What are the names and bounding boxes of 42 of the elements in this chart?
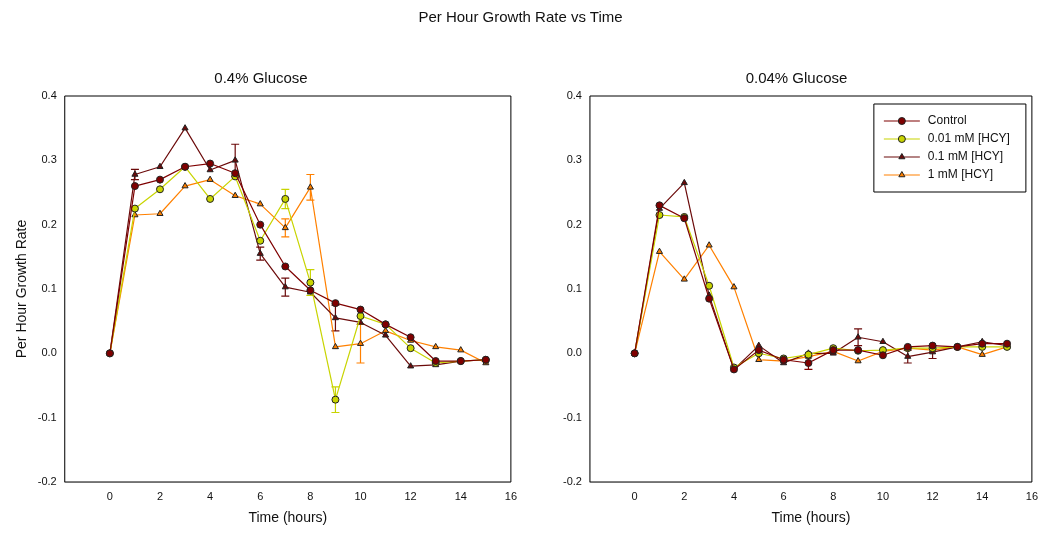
y-tick-label: 0.4 bbox=[566, 89, 582, 102]
x-tick-label: 8 bbox=[307, 489, 314, 502]
y-tick-label: -0.1 bbox=[562, 410, 582, 423]
y-tick-label: 0.2 bbox=[41, 217, 57, 230]
y-axis-title: Per Hour Growth Rate bbox=[13, 219, 30, 359]
text: Per Hour Growth Rate vs Time bbox=[417, 8, 624, 25]
legend-label: 0.1 mM [HCY] bbox=[927, 149, 1004, 164]
x-tick-label: 14 bbox=[454, 489, 467, 502]
legend-label: 0.01 mM [HCY] bbox=[927, 131, 1010, 146]
y-tick-label: 0.1 bbox=[41, 282, 57, 295]
chart-title: 0.04% Glucose bbox=[745, 69, 848, 87]
x-tick-label: 4 bbox=[207, 489, 214, 502]
y-tick-label: 0.3 bbox=[566, 153, 582, 166]
x-axis-title: Time (hours) bbox=[771, 509, 851, 526]
x-tick-label: 10 bbox=[354, 489, 367, 502]
x-tick-label: 12 bbox=[926, 489, 939, 502]
x-tick-label: 6 bbox=[257, 489, 264, 502]
x-tick-label: 14 bbox=[976, 489, 989, 502]
y-tick-label: 0.1 bbox=[566, 282, 582, 295]
y-tick-label: -0.2 bbox=[37, 475, 57, 488]
y-tick-label: 0.0 bbox=[41, 346, 57, 359]
x-tick-label: 6 bbox=[780, 489, 787, 502]
legend-label: 1 mM [HCY] bbox=[927, 167, 994, 182]
x-tick-label: 2 bbox=[681, 489, 688, 502]
x-tick-label: 8 bbox=[830, 489, 837, 502]
y-tick-label: 0.2 bbox=[566, 217, 582, 230]
y-tick-label: 0.3 bbox=[41, 153, 57, 166]
x-tick-label: 10 bbox=[876, 489, 890, 502]
x-tick-label: 16 bbox=[1025, 489, 1039, 502]
chart-title: 0.4% Glucose bbox=[214, 69, 308, 87]
y-tick-label: 0.0 bbox=[566, 346, 582, 359]
y-tick-label: -0.2 bbox=[562, 475, 582, 488]
x-axis-title: Time (hours) bbox=[248, 509, 328, 526]
legend-label: Control bbox=[927, 113, 967, 128]
x-tick-label: 0 bbox=[106, 489, 113, 502]
y-tick-label: -0.1 bbox=[37, 410, 57, 423]
y-tick-label: 0.4 bbox=[41, 89, 57, 102]
x-tick-label: 4 bbox=[730, 489, 738, 502]
x-tick-label: 2 bbox=[156, 489, 164, 502]
x-tick-label: 16 bbox=[504, 489, 518, 502]
x-tick-label: 12 bbox=[404, 489, 417, 502]
x-tick-label: 0 bbox=[631, 489, 638, 502]
